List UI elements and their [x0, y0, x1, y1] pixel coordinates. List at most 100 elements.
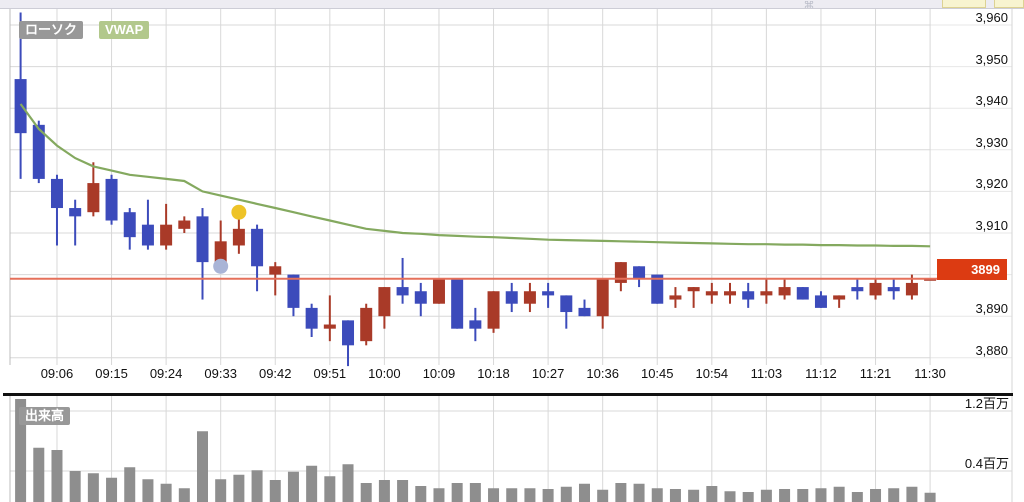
time-axis-label: 10:09: [422, 366, 456, 381]
candle-body-up: [432, 278, 445, 304]
candle-body-down: [342, 320, 355, 346]
volume-bar: [69, 471, 81, 502]
time-axis-label: 10:45: [640, 366, 674, 381]
time-axis-label: 10:54: [695, 366, 729, 381]
candle-body-down: [560, 295, 573, 313]
top-right-chip-1[interactable]: [942, 0, 986, 8]
volume-axis-label: 0.4百万: [964, 455, 1009, 471]
volume-bar: [433, 488, 445, 502]
volume-bar: [51, 450, 63, 502]
candle-body-up: [323, 324, 336, 329]
candle-body-up: [160, 224, 173, 246]
trade-marker[interactable]: [213, 258, 229, 274]
volume-bar: [651, 488, 663, 502]
time-axis-label: 10:00: [368, 366, 401, 381]
volume-bar: [287, 471, 299, 502]
candle-body-up: [360, 307, 373, 342]
volume-bar: [160, 483, 172, 502]
volume-bar: [870, 489, 882, 502]
candle-body-down: [287, 274, 300, 308]
candle-body-down: [396, 287, 409, 296]
candle-body-up: [669, 295, 682, 300]
volume-bar: [833, 486, 845, 502]
volume-bar: [469, 483, 481, 502]
candle-body-up: [487, 291, 500, 329]
candle-body-down: [14, 79, 27, 134]
candle-body-down: [50, 178, 63, 209]
candle-body-up: [724, 291, 737, 296]
candle-body-down: [69, 208, 82, 217]
price-axis-label: 3,890: [975, 301, 1008, 317]
volume-bar: [251, 470, 263, 502]
time-axis-label: 11:21: [859, 366, 892, 381]
candle-body-up: [523, 291, 536, 304]
volume-bar: [633, 483, 645, 502]
volume-bar: [178, 488, 190, 502]
time-axis-label: 09:06: [40, 366, 74, 381]
time-axis-label: 10:36: [586, 366, 619, 381]
volume-bar: [924, 492, 936, 502]
volume-bar: [33, 447, 45, 502]
price-axis-label: 3,930: [975, 134, 1008, 150]
volume-bar: [397, 480, 409, 502]
candle-body-up: [269, 266, 282, 275]
candle-body-down: [814, 295, 827, 308]
candle-body-down: [141, 224, 154, 246]
volume-bar: [906, 486, 918, 502]
candle-body-down: [251, 228, 264, 267]
volume-bar: [706, 486, 718, 502]
price-axis-label: 3,960: [975, 10, 1008, 25]
volume-bar: [797, 489, 809, 502]
volume-bar: [688, 489, 700, 502]
time-axis-label: 11:30: [914, 366, 946, 381]
candle-body-up: [760, 291, 773, 296]
candle-body-down: [742, 291, 755, 300]
candle-body-down: [505, 291, 518, 304]
candle-body-up: [905, 282, 918, 296]
candle-body-down: [414, 291, 427, 304]
volume-bar: [524, 488, 536, 502]
time-axis-label: 09:33: [204, 366, 237, 381]
trade-marker[interactable]: [231, 204, 247, 220]
candle-body-down: [123, 212, 136, 238]
candle-body-up: [778, 287, 791, 296]
candle-body-down: [451, 278, 464, 329]
volume-bar: [306, 465, 318, 502]
volume-bar: [197, 431, 208, 502]
vwap-line: [19, 103, 931, 248]
volume-bar: [597, 489, 609, 502]
pane-separator: [3, 393, 1013, 396]
candle-body-down: [305, 307, 318, 329]
time-axis-label: 10:18: [477, 366, 510, 381]
top-partial-glyph: ⌘: [803, 1, 815, 8]
volume-bar: [742, 492, 754, 502]
candlestick-legend-chip[interactable]: ローソク: [19, 21, 84, 39]
price-axis-label: 3,910: [975, 218, 1008, 233]
candle-body-up: [378, 287, 391, 317]
candle-body-up: [833, 295, 846, 300]
candle-body-down: [796, 287, 809, 300]
volume-bar: [106, 477, 118, 502]
volume-bar: [415, 486, 427, 502]
volume-bar: [269, 480, 281, 502]
volume-bar: [779, 489, 791, 502]
volume-bar: [124, 467, 136, 502]
candle-body-up: [87, 183, 100, 213]
price-axis-label: 3,920: [975, 176, 1008, 192]
candle-body-down: [851, 287, 864, 292]
candle-body-down: [633, 266, 646, 279]
volume-bar: [360, 483, 372, 502]
candle-body-down: [887, 287, 900, 292]
vwap-legend-chip[interactable]: VWAP: [99, 21, 150, 39]
time-axis-label: 09:51: [313, 366, 347, 381]
time-axis-label: 09:15: [95, 366, 128, 381]
volume-bar: [815, 488, 827, 502]
volume-legend-chip[interactable]: 出来高: [19, 407, 71, 425]
candle-body-up: [614, 262, 627, 283]
candle-body-up: [705, 291, 718, 296]
volume-bar: [233, 474, 245, 502]
volume-bar: [851, 492, 863, 502]
volume-bar: [669, 489, 681, 502]
